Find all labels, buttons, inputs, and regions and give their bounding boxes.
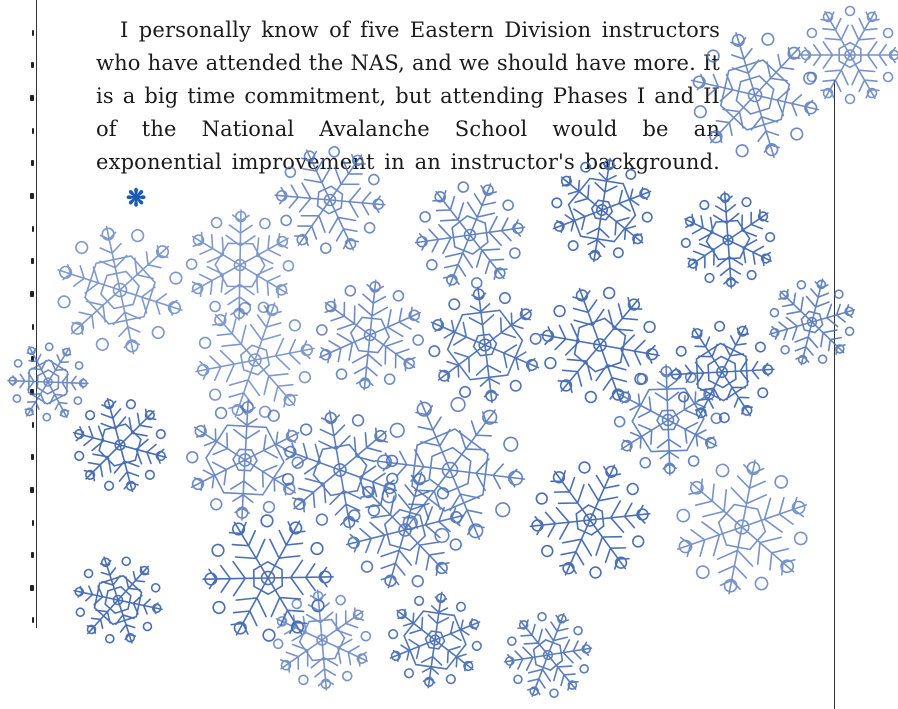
snowflake-icon bbox=[73, 556, 163, 644]
right-column-rule bbox=[834, 80, 835, 709]
snowflake-icon bbox=[272, 589, 372, 691]
text-fragment bbox=[31, 160, 34, 166]
snowflake-icon bbox=[374, 396, 526, 544]
text-fragment bbox=[30, 291, 34, 297]
snowflake-icon bbox=[388, 591, 482, 689]
text-fragment bbox=[30, 389, 34, 395]
text-fragment bbox=[30, 95, 34, 101]
text-fragment bbox=[30, 193, 34, 199]
text-fragment bbox=[32, 324, 34, 330]
text-fragment bbox=[32, 520, 34, 526]
left-column-rule bbox=[36, 0, 37, 628]
paragraph-text: I personally know of five Eastern Divisi… bbox=[96, 18, 720, 174]
text-fragment bbox=[31, 356, 34, 362]
text-fragment bbox=[30, 487, 34, 493]
text-fragment bbox=[31, 552, 34, 558]
snowflake-icon bbox=[57, 225, 183, 355]
snowflake-icon bbox=[676, 459, 808, 595]
text-fragment bbox=[32, 128, 34, 134]
snowflake-icon bbox=[202, 514, 334, 642]
snowflake-icon bbox=[281, 410, 399, 530]
text-fragment bbox=[32, 422, 34, 428]
text-fragment bbox=[32, 617, 34, 623]
end-of-article-mark: ❋ bbox=[126, 183, 147, 212]
snowflake-icon bbox=[345, 471, 465, 589]
text-fragment bbox=[30, 585, 34, 591]
snowflake-icon bbox=[316, 279, 424, 391]
snowflake-icon bbox=[195, 301, 315, 419]
snowflake-icon bbox=[613, 364, 723, 476]
snowflake-icon bbox=[428, 286, 542, 404]
text-fragment bbox=[31, 62, 34, 68]
text-fragment bbox=[32, 30, 34, 36]
text-fragment bbox=[32, 226, 34, 232]
snowflake-icon bbox=[669, 320, 775, 424]
snowflake-icon bbox=[503, 611, 593, 699]
text-fragment bbox=[31, 258, 34, 264]
snowflake-icon bbox=[186, 399, 304, 521]
snowflake-icon bbox=[799, 5, 898, 105]
snowflake-icon bbox=[529, 461, 651, 579]
left-column-text-fragments bbox=[20, 0, 34, 630]
snowflake-icon bbox=[72, 397, 168, 493]
text-fragment bbox=[31, 454, 34, 460]
snowflake-icon bbox=[540, 286, 660, 404]
snowflake-icon bbox=[768, 278, 856, 366]
article-paragraph: I personally know of five Eastern Divisi… bbox=[96, 14, 720, 214]
